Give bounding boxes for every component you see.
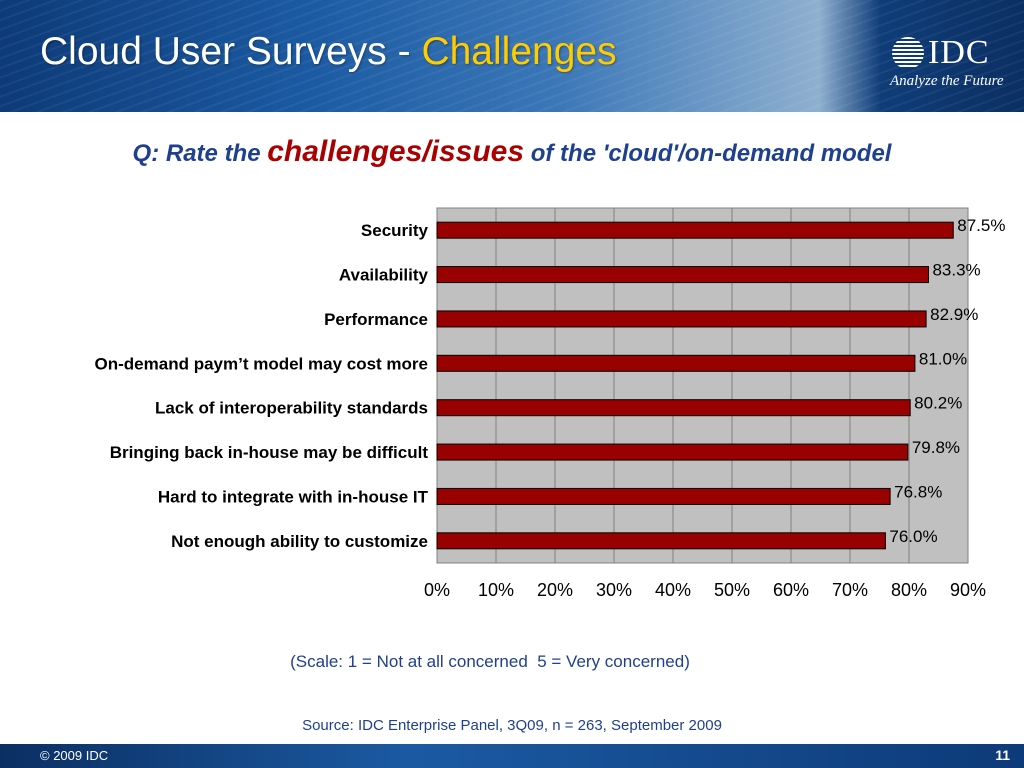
x-tick-label: 80%	[891, 580, 927, 600]
chart-bars	[436, 221, 954, 550]
bar-chart: 0% 10% 20% 30% 40% 50% 60% 70% 80% 90% Security 87.…	[95, 207, 1006, 600]
bar	[436, 221, 954, 239]
copyright-text: © 2009 IDC	[40, 748, 109, 763]
x-tick-label: 10%	[478, 580, 514, 600]
bar	[436, 443, 909, 461]
category-label: Hard to integrate with in-house IT	[158, 487, 429, 506]
bar	[436, 310, 927, 328]
x-tick-label: 30%	[596, 580, 632, 600]
data-label: 76.8%	[894, 482, 942, 501]
bar	[436, 532, 886, 550]
bar	[436, 487, 891, 505]
question-prefix: Q: Rate the	[132, 140, 268, 167]
data-label: 76.0%	[889, 527, 937, 546]
page-number: 11	[995, 747, 1010, 763]
question-emphasis: challenges/issues	[267, 135, 525, 168]
category-label: Performance	[324, 310, 428, 329]
question-suffix: of the 'cloud'/on-demand model	[524, 140, 892, 167]
bar	[436, 354, 916, 372]
x-tick-label: 60%	[773, 580, 809, 600]
x-tick-label: 0%	[424, 580, 450, 600]
slide-footer: © 2009 IDC 11	[0, 744, 1024, 768]
category-label: Lack of interoperability standards	[155, 399, 428, 418]
category-label: Bringing back in-house may be difficult	[110, 443, 429, 462]
x-tick-label: 50%	[714, 580, 750, 600]
plot-area	[436, 207, 969, 564]
slide-title-main: Cloud User Surveys -	[40, 30, 422, 73]
scale-note: (Scale: 1 = Not at all concerned 5 = Ver…	[290, 652, 690, 671]
logo-text: IDC	[928, 34, 990, 71]
bar	[436, 266, 929, 284]
x-tick-label: 40%	[655, 580, 691, 600]
category-label: Not enough ability to customize	[171, 532, 428, 551]
chart-labels: 0% 10% 20% 30% 40% 50% 60% 70% 80% 90% Security 87.…	[95, 216, 1006, 600]
category-label: Availability	[339, 266, 429, 285]
data-label: 79.8%	[912, 438, 960, 457]
x-tick-label: 90%	[950, 580, 986, 600]
slide-header: Cloud User Surveys - Challenges IDC Anal…	[0, 0, 1024, 112]
data-label: 87.5%	[957, 216, 1005, 235]
category-label: Security	[361, 221, 429, 240]
data-label: 81.0%	[919, 349, 967, 368]
x-tick-label: 20%	[537, 580, 573, 600]
data-label: 82.9%	[930, 305, 978, 324]
category-label: On-demand paym’t model may cost more	[95, 354, 428, 373]
logo-tagline: Analyze the Future	[890, 73, 1004, 89]
data-label: 83.3%	[932, 261, 980, 280]
slide-title-accent: Challenges	[421, 30, 617, 73]
bar	[436, 399, 911, 417]
x-tick-label: 70%	[832, 580, 868, 600]
survey-question: Q: Rate the challenges/issues of the 'cl…	[0, 135, 1024, 169]
data-label: 80.2%	[914, 394, 962, 413]
chart-grid	[436, 207, 969, 564]
idc-logo: IDC Analyze the Future	[888, 35, 1013, 95]
source-note: Source: IDC Enterprise Panel, 3Q09, n = …	[302, 717, 722, 734]
slide-title: Cloud User Surveys - Challenges	[40, 30, 617, 74]
globe-icon	[892, 37, 924, 69]
